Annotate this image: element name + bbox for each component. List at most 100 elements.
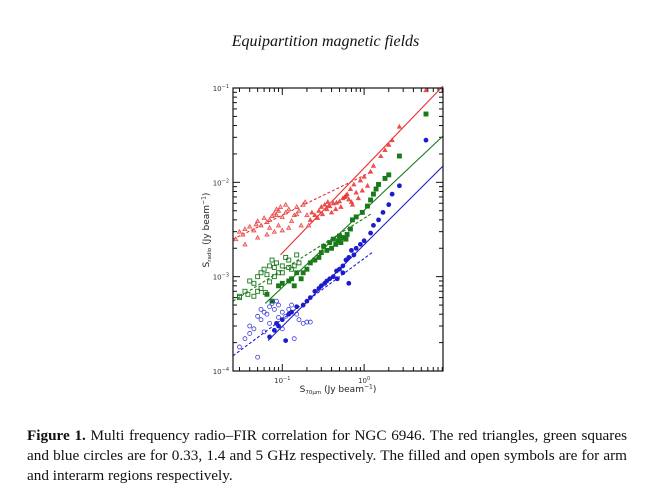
data-point — [289, 302, 295, 308]
data-point — [396, 153, 402, 159]
data-point — [276, 283, 281, 289]
data-point — [300, 302, 306, 308]
data-point — [276, 314, 281, 320]
data-point — [271, 228, 278, 234]
data-point — [294, 304, 300, 310]
data-point — [307, 295, 313, 300]
data-point — [324, 247, 330, 253]
data-point — [380, 210, 386, 215]
data-point — [327, 240, 333, 245]
data-point — [298, 276, 304, 282]
data-point — [269, 213, 275, 218]
data-point — [367, 168, 374, 174]
data-point — [267, 304, 272, 310]
data-point — [251, 227, 257, 233]
data-point — [333, 199, 340, 205]
data-point — [279, 326, 285, 332]
data-point — [376, 181, 381, 187]
data-point — [283, 313, 289, 319]
data-point — [247, 331, 253, 336]
data-point — [286, 265, 292, 270]
data-point — [255, 288, 261, 294]
data-point — [271, 327, 277, 333]
data-point — [286, 306, 292, 312]
data-point — [304, 266, 310, 272]
axis-ticks — [233, 87, 443, 372]
data-point — [346, 255, 352, 260]
data-point — [396, 123, 403, 129]
data-point — [276, 302, 281, 308]
data-point — [294, 211, 300, 217]
data-point — [255, 313, 261, 319]
data-point — [318, 204, 325, 209]
data-point — [368, 230, 374, 236]
data-point — [271, 265, 277, 270]
data-point — [273, 212, 280, 218]
figure-caption: Figure 1. Multi frequency radio–FIR corr… — [27, 426, 627, 486]
data-point — [307, 217, 313, 222]
fit-line — [280, 85, 444, 256]
data-point — [386, 202, 392, 208]
data-point — [251, 326, 257, 332]
data-point — [330, 236, 336, 242]
data-point — [423, 111, 429, 117]
data-point — [279, 214, 285, 219]
data-point — [264, 272, 270, 278]
data-point — [258, 270, 264, 276]
data-point — [321, 243, 327, 249]
data-point — [351, 252, 357, 258]
data-point — [364, 182, 371, 188]
data-point — [312, 257, 318, 263]
data-point — [309, 209, 315, 215]
data-point — [389, 191, 395, 197]
data-point — [282, 209, 289, 215]
data-point — [247, 278, 253, 284]
data-point — [269, 257, 275, 263]
data-point — [359, 187, 365, 193]
data-point — [368, 197, 374, 203]
data-point — [338, 204, 344, 209]
data-point — [346, 280, 352, 286]
data-point — [340, 263, 346, 269]
data-point — [267, 263, 273, 269]
data-point — [291, 283, 297, 289]
data-point — [319, 211, 326, 217]
data-point — [274, 320, 279, 326]
data-point — [266, 224, 273, 230]
data-point — [267, 334, 272, 340]
data-point — [361, 173, 367, 179]
data-point — [271, 274, 277, 280]
data-point — [233, 236, 239, 242]
data-point — [251, 293, 257, 299]
data-point — [296, 317, 302, 323]
data-point — [242, 336, 248, 342]
data-point — [242, 288, 248, 294]
y-tick-label: 10−3 — [213, 273, 229, 282]
data-point — [275, 222, 282, 228]
data-point — [291, 336, 297, 342]
data-point — [258, 286, 264, 291]
data-point — [371, 222, 376, 228]
data-point — [304, 298, 310, 304]
data-point — [307, 319, 313, 325]
x-tick-label: 100 — [358, 376, 370, 385]
data-point — [264, 231, 270, 237]
x-tick-label: 10−1 — [274, 376, 290, 385]
data-point — [242, 226, 248, 232]
tick-labels: 10−1 100 10−1 10−2 10−3 10−4 — [213, 84, 370, 385]
data-point — [305, 222, 312, 228]
data-point — [349, 217, 355, 223]
data-point — [304, 319, 310, 325]
data-point — [283, 254, 289, 260]
data-point — [376, 217, 381, 223]
data-point — [286, 206, 292, 212]
data-point — [337, 233, 342, 239]
data-point — [279, 280, 285, 286]
x-axis-label: S70μm (Jy beam−1) — [300, 384, 377, 397]
data-point — [316, 207, 322, 213]
data-point — [389, 137, 395, 143]
data-point — [330, 200, 336, 206]
data-point — [322, 201, 328, 207]
data-point — [261, 266, 267, 272]
data-point — [334, 276, 340, 282]
